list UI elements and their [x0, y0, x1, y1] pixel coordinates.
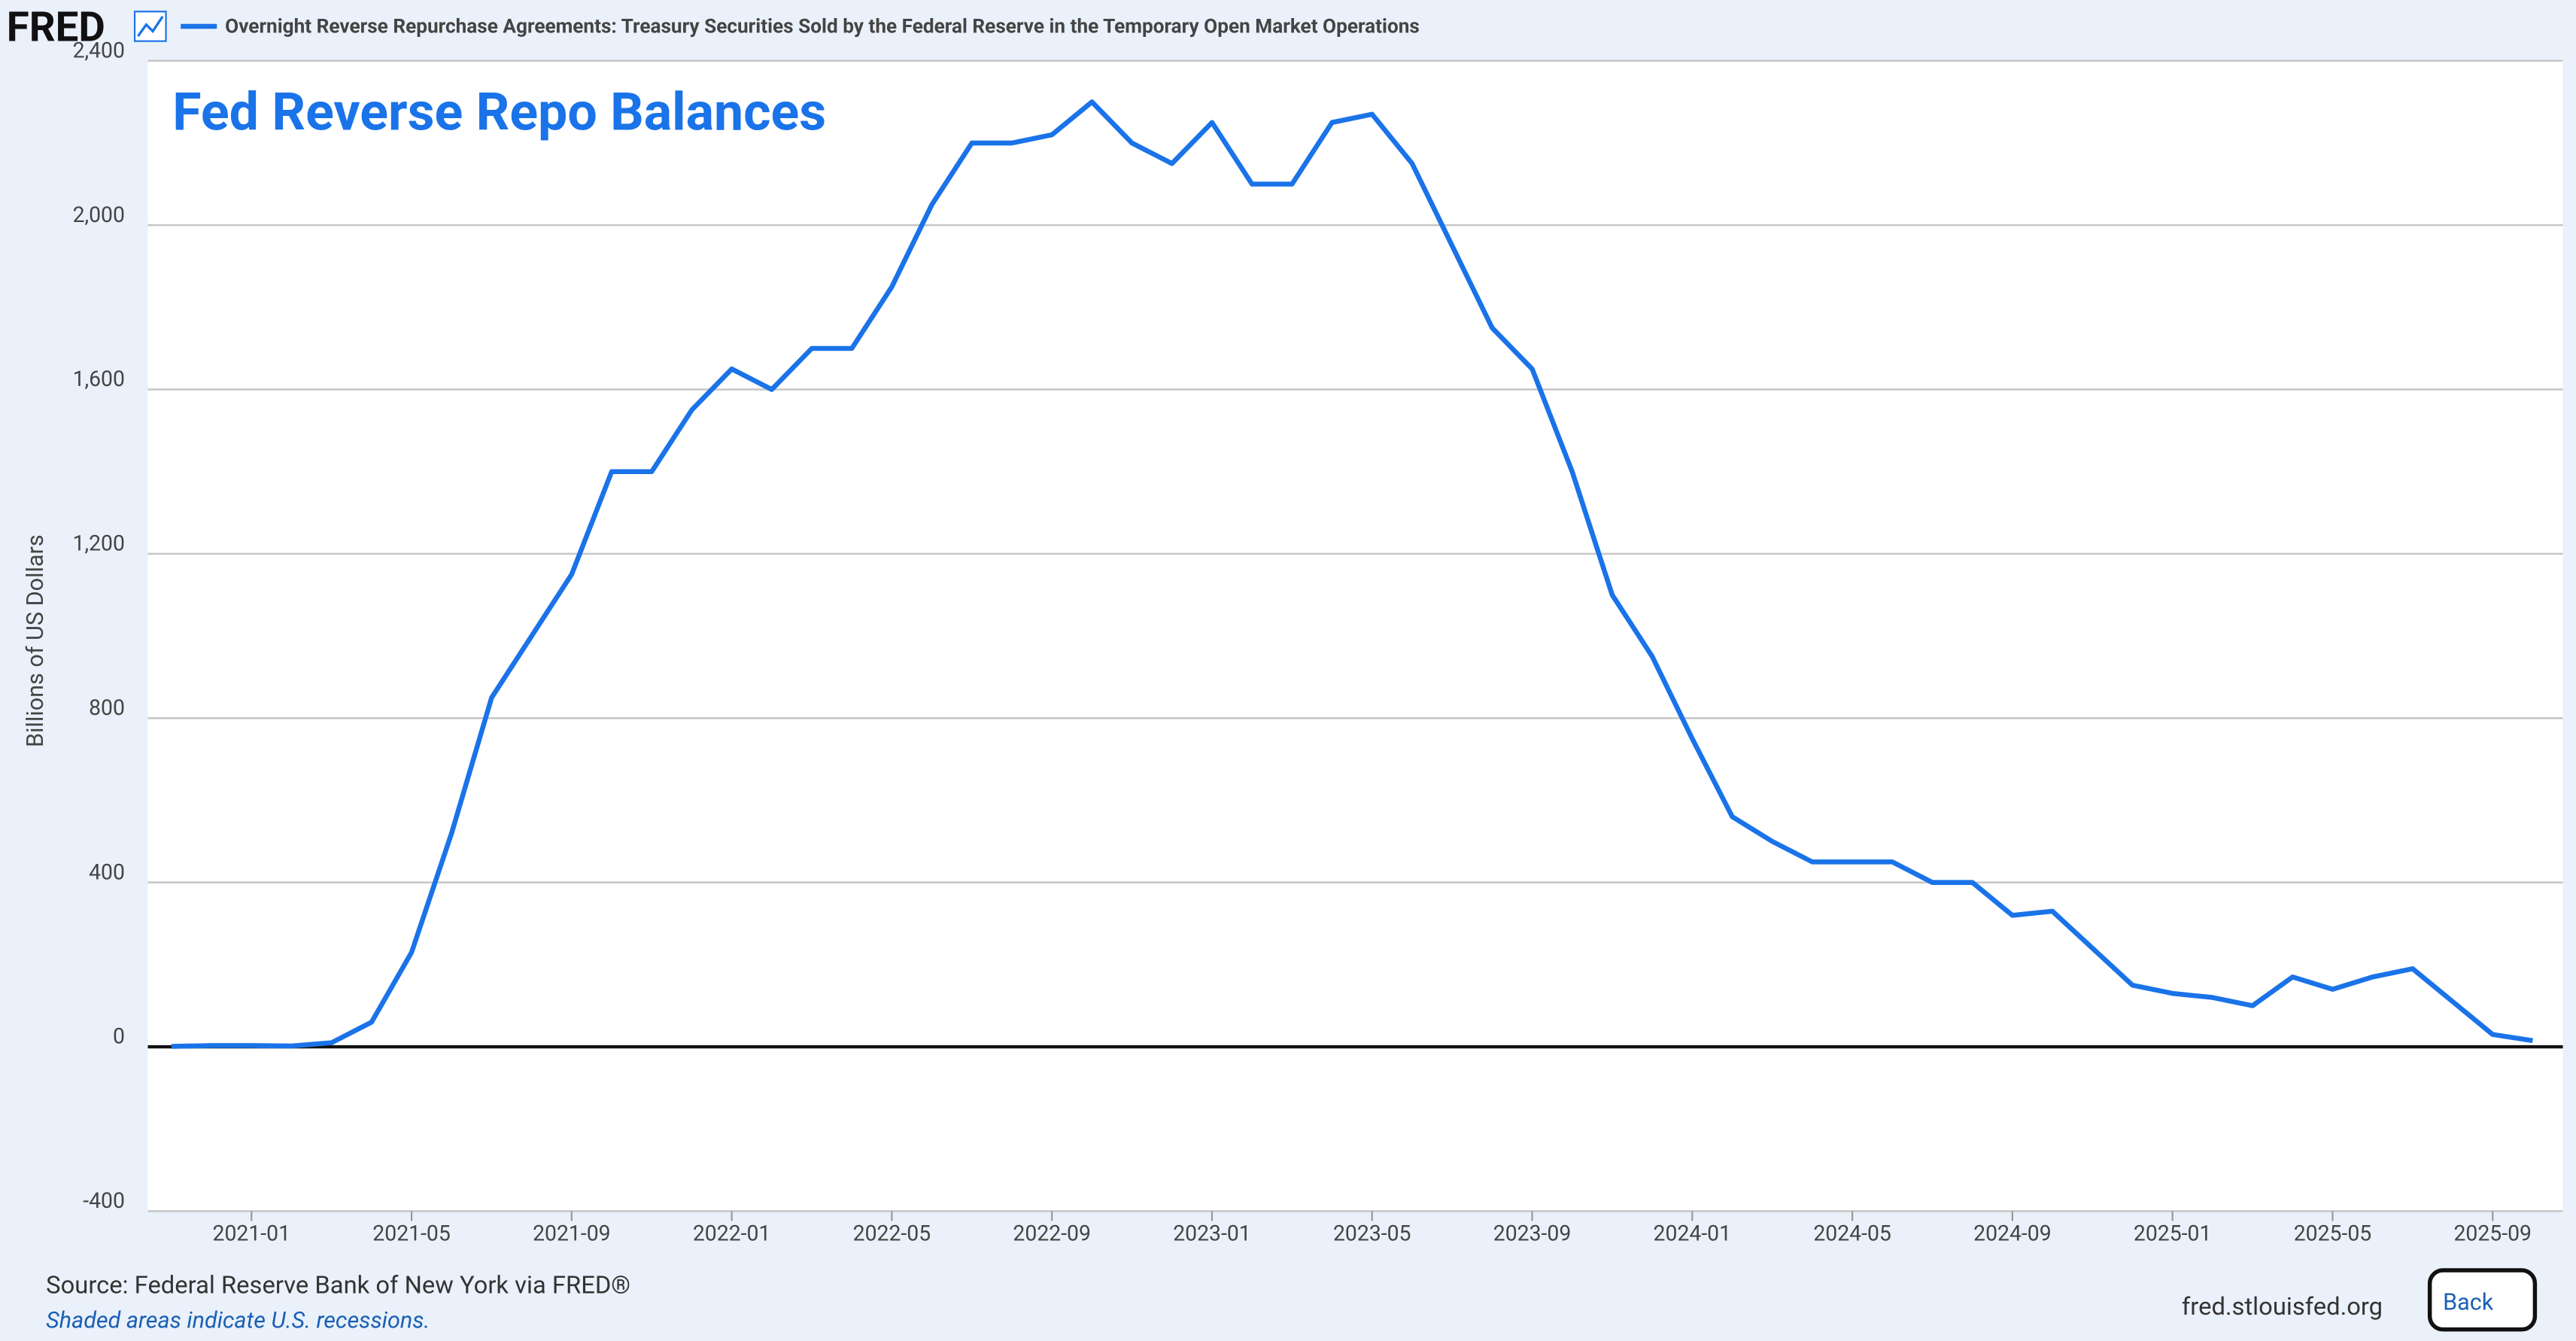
y-tick-label: 800 [89, 695, 125, 720]
x-tick-label: 2025-09 [2453, 1221, 2532, 1246]
y-tick-label: 0 [113, 1024, 125, 1049]
source: Source: Federal Reserve Bank of New York… [46, 1271, 630, 1300]
x-tick-label: 2021-09 [533, 1221, 611, 1246]
x-tick-label: 2024-09 [1973, 1221, 2052, 1246]
x-tick-label: 2021-05 [372, 1221, 451, 1246]
legend-title: Overnight Reverse Repurchase Agreements:… [225, 16, 1420, 38]
x-tick-label: 2021-01 [213, 1221, 291, 1246]
x-tick-label: 2023-09 [1493, 1221, 1572, 1246]
x-tick-label: 2024-05 [1813, 1221, 1891, 1246]
x-tick-label: 2023-01 [1173, 1221, 1251, 1246]
x-tick-label: 2022-09 [1013, 1221, 1091, 1246]
x-tick-label: 2022-05 [853, 1221, 931, 1246]
y-tick-label: 2,000 [73, 202, 125, 227]
y-tick-label: -400 [83, 1188, 125, 1213]
brand-icon [133, 11, 167, 42]
brand-icon-line [137, 15, 164, 38]
x-tick-label: 2024-01 [1654, 1221, 1732, 1246]
y-axis-label: Billions of US Dollars [23, 534, 49, 747]
y-tick-label: 2,400 [73, 38, 125, 62]
y-tick-label: 400 [89, 859, 125, 884]
plot-area [147, 60, 2563, 1212]
site-link[interactable]: fred.stlouisfed.org [2182, 1292, 2383, 1321]
x-tick-label: 2025-05 [2294, 1221, 2372, 1246]
back-button[interactable] [2427, 1268, 2538, 1332]
recession-note: Shaded areas indicate U.S. recessions. [46, 1307, 430, 1333]
back-button-label[interactable]: Back [2443, 1289, 2494, 1315]
plot: -400 0 400 800 1,200 1,600 2,000 2,400 2021-01 20… [73, 38, 2563, 1246]
brand: FRED [7, 4, 105, 52]
y-tick-label: 1,600 [73, 366, 125, 391]
x-tick-label: 2022-01 [693, 1221, 771, 1246]
annotation: Fed Reverse Repo Balances [172, 82, 826, 144]
x-tick-label: 2025-01 [2134, 1221, 2212, 1246]
y-tick-label: 1,200 [73, 531, 125, 556]
x-tick-label: 2023-05 [1333, 1221, 1411, 1246]
data-line [171, 99, 2533, 1049]
